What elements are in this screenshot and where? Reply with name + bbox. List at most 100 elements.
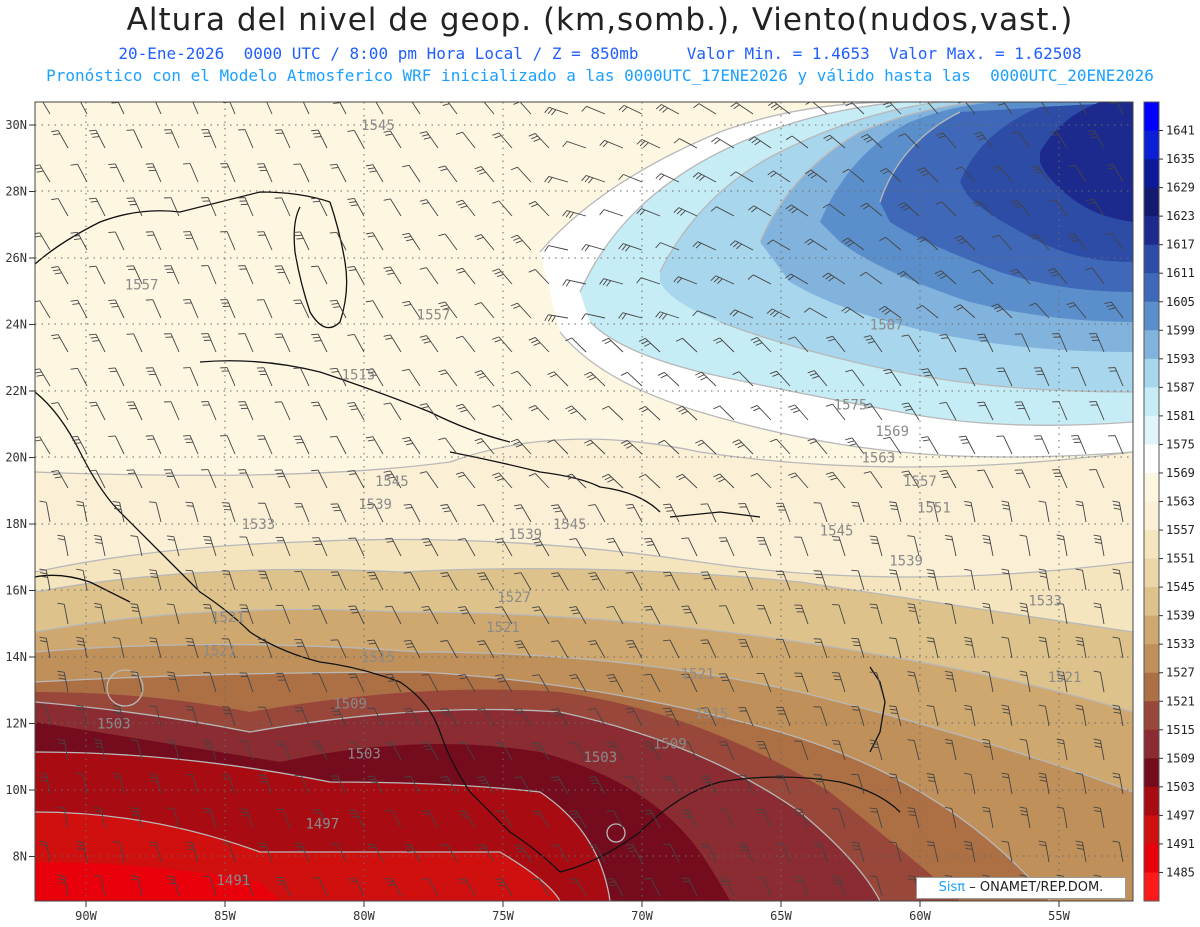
wind-barb [638,473,661,489]
wind-barb [822,203,846,217]
wind-barb [638,337,661,353]
colorbar-label: 1635 [1166,152,1195,166]
wind-barb [166,807,180,829]
wind-barb [51,470,69,489]
wind-barb [663,639,680,659]
wind-barb [588,504,606,523]
wind-barb [825,335,846,353]
wind-barb [477,776,495,795]
wind-barb [145,435,162,455]
colorbar-swatch [1144,301,1159,331]
wind-barb [972,269,994,285]
wind-barb [907,671,920,693]
wind-barb [831,672,846,693]
wind-barb [738,503,754,523]
wind-barb [76,772,88,795]
wind-barb [1010,199,1031,217]
colorbar: 1641 1635 1629 1623 1617 1611 1605 1599 1593 1587… [1143,101,1195,902]
wind-barb [1112,772,1124,795]
wind-barb [601,473,624,489]
wind-barb [926,637,939,659]
wind-barb [347,402,365,421]
wind-barb [93,738,106,761]
wind-barb [126,469,143,489]
colorbar-swatch [1144,216,1159,246]
wind-barb [510,302,532,319]
wind-barb [440,640,458,659]
wind-barb [495,878,513,897]
wind-barb [1040,102,1050,115]
wind-barb [898,133,920,149]
credit-owner: – ONAMET/REP.DOM. [969,880,1104,895]
wind-barb [713,473,735,489]
wind-barb [769,370,791,387]
max-value: Valor Max. = 1.62508 [889,44,1082,63]
wind-barb [201,265,217,285]
wind-barb [201,401,217,421]
wind-barb [474,302,495,319]
colorbar-swatch [1144,472,1159,502]
wind-barb [495,810,513,829]
wind-barb [149,773,162,795]
wind-barb [618,312,643,320]
wind-barb [700,503,717,523]
wind-barb [982,806,994,829]
wind-barb [421,809,439,829]
wind-barb [402,436,421,455]
wind-barb [149,501,162,523]
colorbar-swatch [1144,701,1159,731]
contour-label: 1551 [917,500,951,516]
colorbar-swatch [1144,187,1159,217]
wind-barb [1085,267,1105,285]
wind-barb [375,102,384,115]
wind-barb [329,435,347,455]
wind-barb [477,640,495,659]
wind-barb [221,570,236,591]
wind-barb [1001,840,1013,863]
wind-barb [383,334,402,353]
colorbar-label: 1611 [1166,266,1195,280]
wind-barb [991,303,1013,319]
wind-barb [1014,401,1031,421]
wind-barb [183,163,199,183]
wind-barb [39,636,51,659]
wind-barb [203,535,217,557]
wind-barb [775,842,791,863]
wind-barb [130,603,143,625]
wind-barb [813,570,828,591]
wind-barb [419,131,439,149]
wind-barb [266,102,273,115]
contour-label: 1545 [375,474,409,490]
wind-barb [492,404,513,421]
wind-barb [274,265,291,285]
wind-barb [1056,670,1068,693]
wind-barb [788,472,809,489]
wind-barb [164,197,180,217]
wind-barb [785,204,809,217]
wind-barb [822,272,846,285]
wind-barb [756,740,772,761]
wind-barb [112,705,125,727]
wind-barb [618,174,643,183]
colorbar-swatch [1144,358,1159,388]
wind-barb [311,265,328,285]
wind-barb [166,603,180,625]
wind-barb [440,844,458,863]
contour-label: 1521 [203,643,237,659]
wind-barb [973,131,994,149]
wind-barb [57,602,69,625]
wind-barb [126,265,143,285]
wind-barb [474,370,495,387]
wind-barb [88,129,106,149]
wind-barb [1075,704,1087,727]
wind-barb [256,231,273,251]
wind-barb [302,102,310,115]
wind-barb [569,538,587,557]
wind-barb [88,333,106,353]
wind-barb [618,104,643,115]
wind-barb [813,842,828,863]
contour-label: 1545 [361,118,395,134]
wind-barb [39,500,51,523]
lat-label: 20N [5,451,27,465]
wind-barb [440,776,458,795]
